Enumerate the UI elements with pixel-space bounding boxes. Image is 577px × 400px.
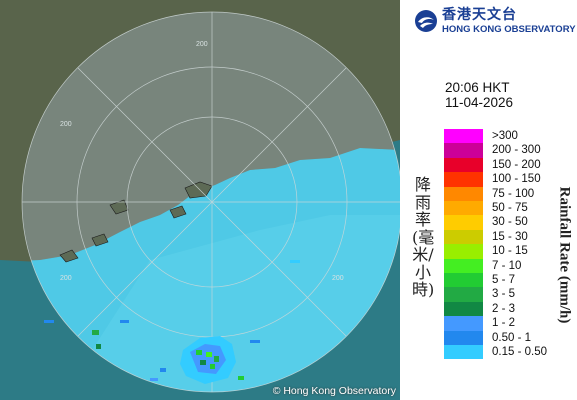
legend-item-label: 200 - 300: [492, 144, 541, 157]
copyright-notice: © Hong Kong Observatory: [272, 385, 396, 397]
observatory-logo-icon: [415, 10, 437, 33]
agency-logo: 香港天文台 HONG KONG OBSERVATORY: [414, 8, 576, 35]
legend-item-label: 2 - 3: [492, 302, 516, 315]
legend-item: 150 - 200: [444, 157, 574, 173]
legend-item: 7 - 10: [444, 258, 574, 273]
legend-color-swatch: [444, 273, 483, 288]
radar-map-svg: 200 200 200 200: [0, 0, 400, 400]
legend-item-label: 100 - 150: [492, 173, 541, 186]
rain-echoes: [44, 260, 300, 384]
legend-color-swatch: [444, 287, 483, 302]
legend-color-swatch: [444, 330, 483, 345]
legend-color-swatch: [444, 258, 483, 273]
legend-color-swatch: [444, 172, 483, 187]
legend-color-swatch: [444, 345, 483, 360]
legend-color-swatch: [444, 186, 483, 201]
legend-color-swatch: [444, 229, 483, 245]
legend-color-swatch: [444, 201, 483, 216]
legend-item: 30 - 50: [444, 215, 574, 230]
legend-item-label: 150 - 200: [492, 158, 541, 171]
legend-item: 1 - 2: [444, 316, 574, 331]
ring-label-west: 200: [60, 121, 72, 128]
legend-item: 100 - 150: [444, 172, 574, 187]
info-panel: 香港天文台 HONG KONG OBSERVATORY 20:06 HKT 11…: [400, 0, 577, 400]
legend-item-label: 0.50 - 1: [492, 331, 531, 344]
legend-color-swatch: [444, 316, 483, 331]
legend-color-swatch: [444, 157, 483, 173]
legend-item: 75 - 100: [444, 186, 574, 201]
legend-item-label: 15 - 30: [492, 230, 528, 243]
agency-name-english: HONG KONG OBSERVATORY: [442, 24, 576, 35]
legend-item-label: 7 - 10: [492, 259, 522, 272]
legend-title-chinese: 降雨率(毫米/小時): [412, 175, 435, 299]
legend-item-label: 0.15 - 0.50: [492, 346, 547, 358]
legend-color-swatch: [444, 301, 483, 317]
legend-item-label: 30 - 50: [492, 216, 528, 229]
legend-item: 0.15 - 0.50: [444, 345, 574, 360]
legend-item-label: 50 - 75: [492, 202, 528, 214]
legend-item-label: 75 - 100: [492, 187, 535, 200]
legend-item-label: 10 - 15: [492, 245, 528, 258]
legend-color-swatch: [444, 244, 483, 259]
legend-item: 15 - 30: [444, 229, 574, 245]
legend-item: 50 - 75: [444, 201, 574, 216]
legend-item: 0.50 - 1: [444, 330, 574, 345]
legend-color-swatch: [444, 129, 483, 144]
legend-item-label: 5 - 7: [492, 274, 516, 286]
legend-item: 10 - 15: [444, 244, 574, 259]
legend-color-swatch: [444, 215, 483, 230]
land-inside-range: [22, 12, 400, 262]
legend-item: 3 - 5: [444, 287, 574, 302]
legend-item-label: 3 - 5: [492, 288, 516, 301]
range-rings: [21, 11, 400, 393]
agency-name-chinese: 香港天文台: [442, 7, 517, 23]
legend-color-swatch: [444, 143, 483, 158]
radar-map: 200 200 200 200 © Hong Kong Observatory: [0, 0, 400, 400]
ring-label-north: 200: [196, 41, 208, 48]
observation-time: 20:06 HKT: [445, 80, 510, 95]
legend-item: 2 - 3: [444, 301, 574, 317]
legend-item-label: 1 - 2: [492, 317, 516, 330]
observation-date: 11-04-2026: [445, 95, 514, 110]
ring-label-southwest: 200: [60, 275, 72, 282]
ring-label-southeast: 200: [332, 275, 344, 282]
islands: [59, 181, 213, 263]
legend-item: 200 - 300: [444, 143, 574, 158]
legend-item: 5 - 7: [444, 273, 574, 288]
legend-item: >300: [444, 129, 574, 144]
legend-item-label: >300: [492, 130, 518, 142]
